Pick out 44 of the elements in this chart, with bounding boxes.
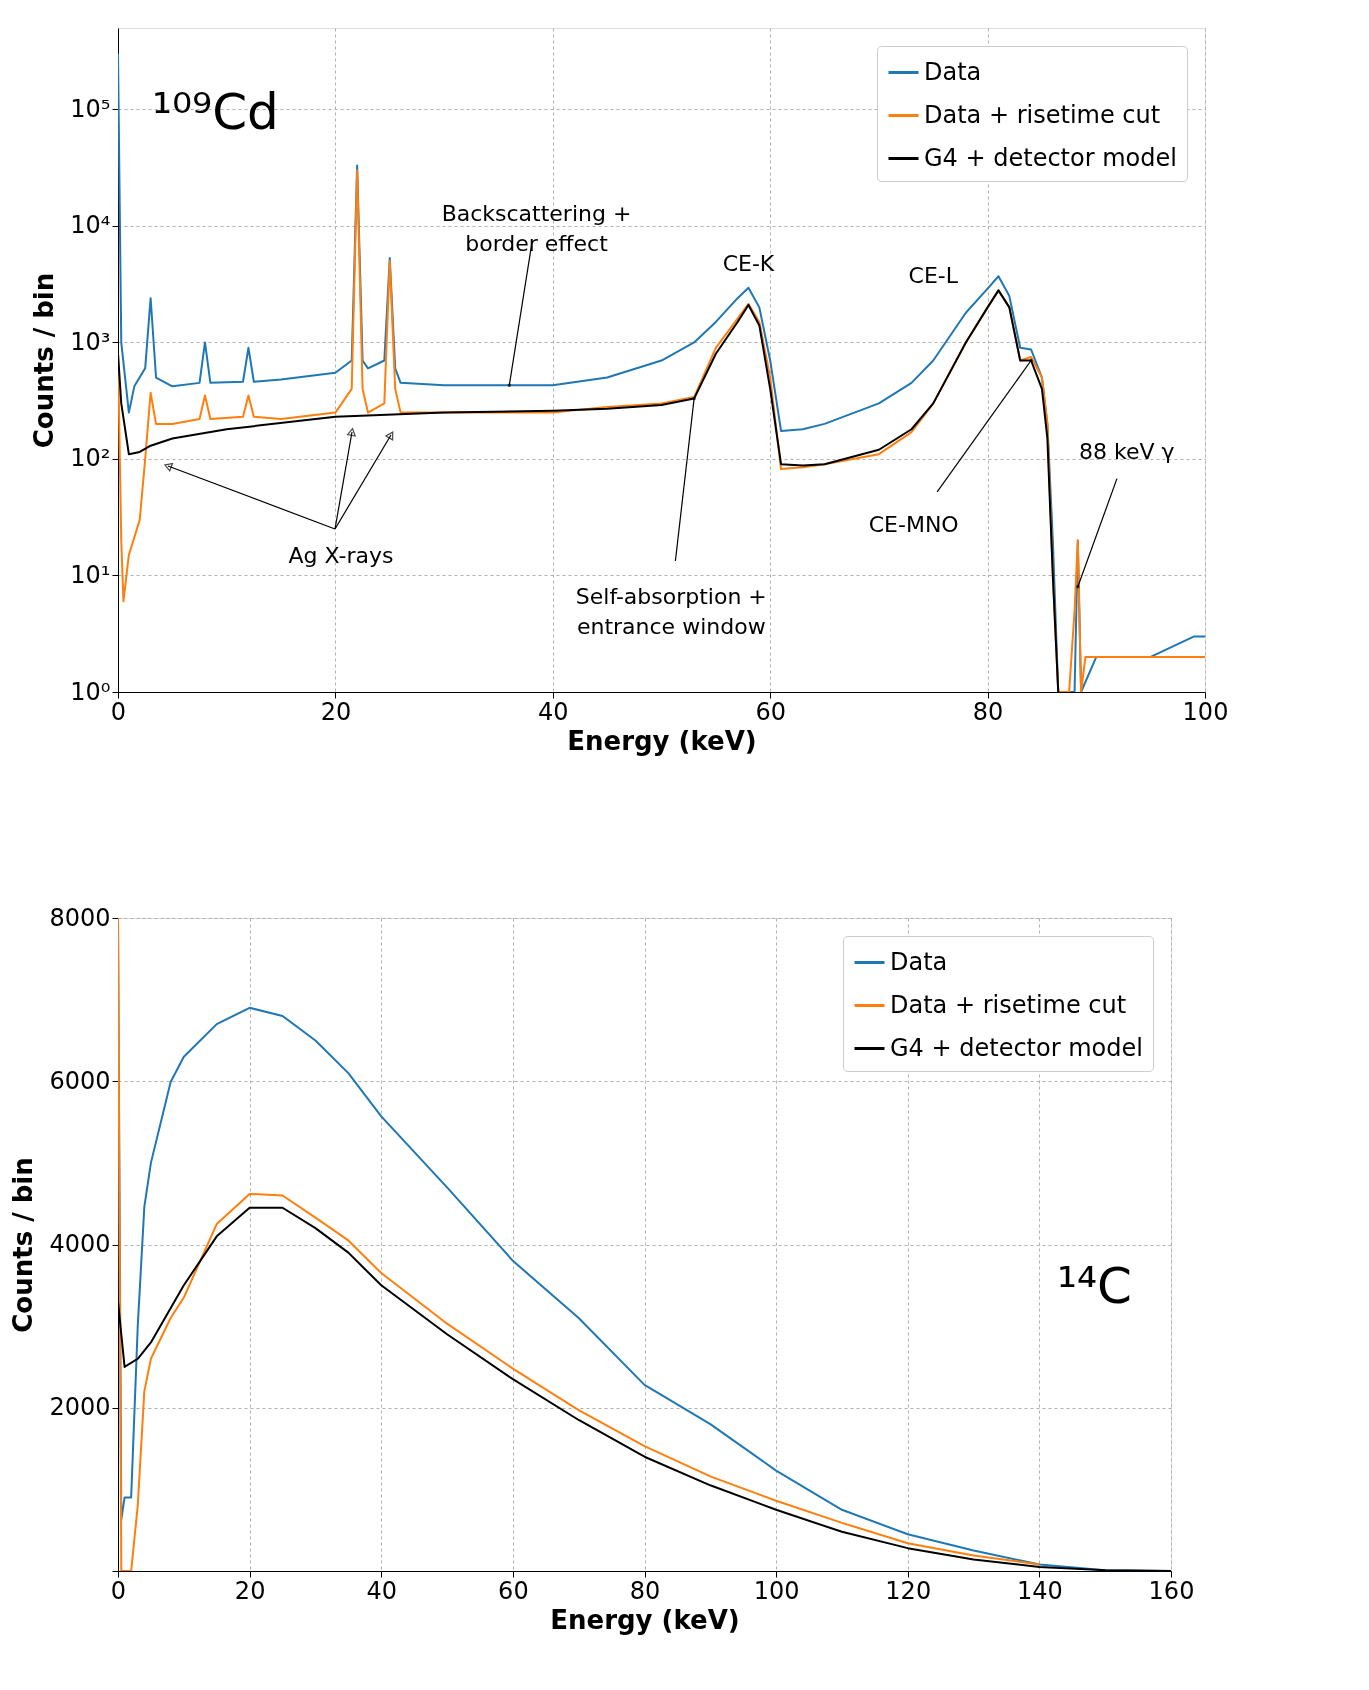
y-tick-label: 6000 (49, 1066, 111, 1095)
y-tick-label: 10⁰ (70, 677, 111, 706)
y-axis-title: Counts / bin (29, 272, 60, 449)
legend-label: G4 + detector model (924, 143, 1177, 172)
x-tick-label: 20 (234, 1576, 266, 1605)
annotation: Ag X-rays (288, 543, 394, 568)
legend-label: Data + risetime cut (924, 100, 1161, 129)
y-tick-label: 10⁵ (70, 94, 111, 123)
annotation: CE-K (722, 251, 775, 277)
legend-label: G4 + detector model (890, 1033, 1143, 1062)
x-tick-label: 20 (320, 697, 352, 726)
y-tick-label: 10¹ (70, 560, 111, 589)
annotation: ¹⁰⁹Cd (152, 83, 279, 141)
x-tick-label: 120 (885, 1576, 932, 1605)
x-tick-label: 80 (972, 697, 1004, 726)
y-tick-label: 2000 (49, 1393, 111, 1422)
x-tick-label: 60 (498, 1576, 529, 1605)
legend-label: Data (890, 947, 948, 976)
x-tick-label: 60 (755, 697, 786, 726)
x-tick-label: 160 (1148, 1576, 1195, 1605)
y-tick-label: 4000 (49, 1230, 111, 1258)
legend-label: Data + risetime cut (890, 990, 1127, 1019)
y-axis-title: Counts / bin (8, 1157, 39, 1333)
x-tick-label: 100 (1182, 697, 1229, 726)
annotation: ¹⁴C (1057, 1257, 1132, 1315)
x-axis-title: Energy (keV) (550, 1604, 740, 1635)
annotation: Self-absorption + entrance window (575, 583, 767, 639)
y-tick-label: 10² (70, 444, 111, 473)
annotation: CE-L (908, 263, 959, 289)
y-tick-label: 10⁴ (70, 211, 111, 240)
legend-label: Data (924, 57, 982, 86)
x-tick-label: 0 (110, 697, 127, 726)
annotation: CE-MNO (868, 511, 959, 537)
x-tick-label: 100 (753, 1576, 800, 1605)
x-tick-label: 140 (1016, 1576, 1063, 1605)
annotation: Backscattering + border effect (441, 200, 632, 256)
y-tick-label: 10³ (70, 327, 111, 356)
y-tick-label: 8000 (49, 903, 111, 932)
annotation: 88 keV γ (1078, 438, 1175, 464)
x-tick-label: 40 (366, 1576, 398, 1605)
x-tick-label: 0 (110, 1576, 127, 1605)
x-axis-title: Energy (keV) (567, 725, 757, 756)
x-tick-label: 40 (538, 697, 569, 726)
x-tick-label: 80 (629, 1576, 661, 1605)
